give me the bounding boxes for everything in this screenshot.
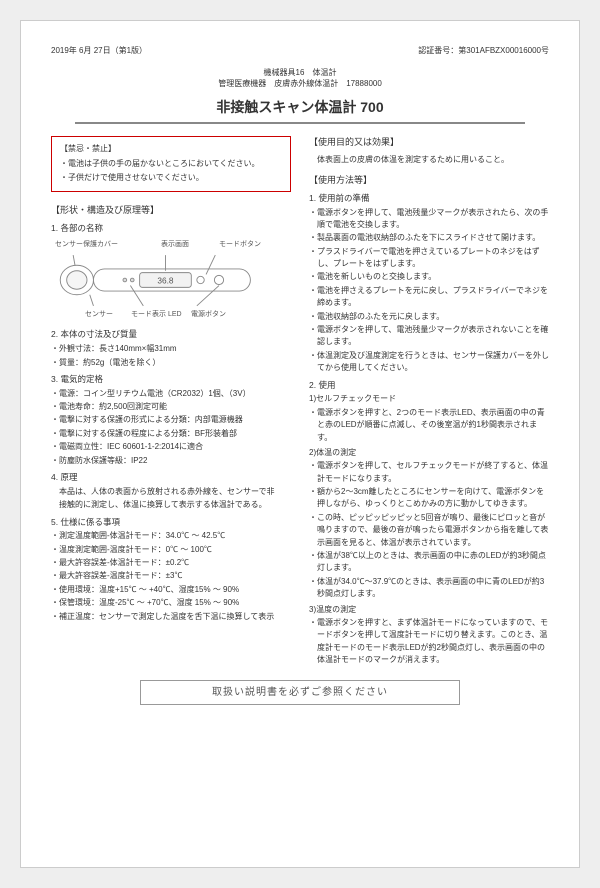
spec-item: ・保管環境：温度-25℃ ～ +70℃、湿度 15% ～ 90% <box>51 597 291 609</box>
elec-item: ・防塵防水保護等級：IP22 <box>51 455 291 467</box>
warning-item: ・電池は子供の手の届かないところにおいてください。 <box>60 158 282 170</box>
display-value: 36.8 <box>157 276 174 286</box>
left-column: 【禁忌・禁止】 ・電池は子供の手の届かないところにおいてください。 ・子供だけで… <box>51 136 291 667</box>
shape-heading: 【形状・構造及び原理等】 <box>51 204 291 218</box>
elec-item: ・電撃に対する保護の程度による分類：BF形装着部 <box>51 428 291 440</box>
title-rule <box>75 122 525 124</box>
meta-line-2: 管理医療機器 皮膚赤外線体温計 17888000 <box>51 78 549 89</box>
prep-item: ・電源ボタンを押して、電池残量少マークが表示されないことを確認します。 <box>309 324 549 349</box>
content-columns: 【禁忌・禁止】 ・電池は子供の手の届かないところにおいてください。 ・子供だけで… <box>51 136 549 667</box>
principle-line: 本品は、人体の表面から放射される赤外線を、センサーで非 <box>51 486 291 498</box>
spec-item: ・温度測定範囲-温度計モード：0℃ ～ 100℃ <box>51 544 291 556</box>
mode2-heading: 2)体温の測定 <box>309 447 549 459</box>
spec-item: ・使用環境：温度+15℃ ～ +40℃、湿度15% ～ 90% <box>51 584 291 596</box>
header: 2019年 6月 27日（第1版） 認証番号：第301AFBZX00016000… <box>51 45 549 57</box>
elec-heading: 3. 電気的定格 <box>51 373 291 386</box>
device-svg: 36.8 <box>51 240 291 320</box>
dims-item: ・外観寸法：長さ140mm×幅31mm <box>51 343 291 355</box>
purpose-heading: 【使用目的又は効果】 <box>309 136 549 150</box>
label-sensor: センサー <box>85 310 113 321</box>
spec-item: ・最大許容誤差-温度計モード：±3℃ <box>51 570 291 582</box>
meta-line-1: 機械器具16 体温計 <box>51 67 549 78</box>
spec-heading: 5. 仕様に係る事項 <box>51 516 291 529</box>
device-diagram: センサー保護カバー 表示画面 モードボタン センサー モード表示 LED 電源ボ… <box>51 240 291 320</box>
label-mode-btn: モードボタン <box>219 240 261 251</box>
elec-item: ・電撃に対する保護の形式による分類：内部電源機器 <box>51 414 291 426</box>
parts-heading: 1. 各部の名称 <box>51 222 291 235</box>
prep-item: ・体温測定及び温度測定を行うときは、センサー保護カバーを外してから使用してくださ… <box>309 350 549 375</box>
mode1-heading: 1)セルフチェックモード <box>309 393 549 405</box>
mode2-item: ・電源ボタンを押して、セルフチェックモードが終了すると、体温計モードになります。 <box>309 460 549 485</box>
elec-item: ・電池寿命：約2,500回測定可能 <box>51 401 291 413</box>
cert-number: 認証番号：第301AFBZX00016000号 <box>418 45 549 57</box>
doc-meta: 機械器具16 体温計 管理医療機器 皮膚赤外線体温計 17888000 <box>51 67 549 89</box>
mode2-item: ・額から2～3cm離したところにセンサーを向けて、電源ボタンを押しながら、ゆっく… <box>309 486 549 511</box>
spec-item: ・測定温度範囲-体温計モード：34.0℃ ～ 42.5℃ <box>51 530 291 542</box>
elec-item: ・電源：コイン型リチウム電池（CR2032）1個、（3V） <box>51 388 291 400</box>
warning-heading: 【禁忌・禁止】 <box>60 143 282 155</box>
mode2-item: ・この時、ピッピッピッピッと5回音が鳴り、最後にピロッと音が鳴りますので、最後の… <box>309 512 549 549</box>
prep-item: ・電源ボタンを押して、電池残量少マークが表示されたら、次の手順で電池を交換します… <box>309 207 549 232</box>
mode2-item: ・体温が34.0℃～37.9℃のときは、表示画面の中に青のLEDが約3秒間点灯し… <box>309 576 549 601</box>
principle-line: 接触的に測定し、体温に換算して表示する体温計である。 <box>51 499 291 511</box>
label-mode-led: モード表示 LED <box>131 310 182 321</box>
elec-item: ・電磁両立性：IEC 60601-1-2:2014に適合 <box>51 441 291 453</box>
mode1-item: ・電源ボタンを押すと、2つのモード表示LED、表示画面の中の青と赤のLEDが順番… <box>309 407 549 444</box>
prep-item: ・プラスドライバーで電池を押さえているプレートのネジをはずし、プレートをはずしま… <box>309 246 549 271</box>
spec-item: ・最大許容誤差-体温計モード：±0.2℃ <box>51 557 291 569</box>
spec-item: ・補正温度：センサーで測定した温度を舌下温に換算して表示 <box>51 611 291 623</box>
label-cover: センサー保護カバー <box>55 240 118 251</box>
prep-item: ・電池を押さえるプレートを元に戻し、プラスドライバーでネジを締めます。 <box>309 285 549 310</box>
warning-box: 【禁忌・禁止】 ・電池は子供の手の届かないところにおいてください。 ・子供だけで… <box>51 136 291 192</box>
mode3-item: ・電源ボタンを押すと、まず体温計モードになっていますので、モードボタンを押して温… <box>309 617 549 667</box>
mode3-heading: 3)温度の測定 <box>309 604 549 616</box>
prep-item: ・製品裏面の電池収納部のふたを下にスライドさせて開けます。 <box>309 232 549 244</box>
label-screen: 表示画面 <box>161 240 189 251</box>
warning-item: ・子供だけで使用させないでください。 <box>60 172 282 184</box>
label-power-btn: 電源ボタン <box>191 310 226 321</box>
prep-item: ・電池収納部のふたを元に戻します。 <box>309 311 549 323</box>
dims-heading: 2. 本体の寸法及び質量 <box>51 328 291 341</box>
dims-item: ・質量：約52g（電池を除く） <box>51 357 291 369</box>
document-page: 2019年 6月 27日（第1版） 認証番号：第301AFBZX00016000… <box>20 20 580 868</box>
usage-heading: 【使用方法等】 <box>309 174 549 188</box>
right-column: 【使用目的又は効果】 体表面上の皮膚の体温を測定するために用いること。 【使用方… <box>309 136 549 667</box>
footer-note: 取扱い説明書を必ずご参照ください <box>140 680 460 705</box>
publish-date: 2019年 6月 27日（第1版） <box>51 45 147 57</box>
purpose-text: 体表面上の皮膚の体温を測定するために用いること。 <box>309 154 549 166</box>
principle-heading: 4. 原理 <box>51 471 291 484</box>
prep-item: ・電池を新しいものと交換します。 <box>309 271 549 283</box>
use-heading: 2. 使用 <box>309 379 549 392</box>
prep-heading: 1. 使用前の準備 <box>309 192 549 205</box>
mode2-item: ・体温が38℃以上のときは、表示画面の中に赤のLEDが約3秒間点灯します。 <box>309 550 549 575</box>
doc-title: 非接触スキャン体温計 700 <box>51 97 549 118</box>
